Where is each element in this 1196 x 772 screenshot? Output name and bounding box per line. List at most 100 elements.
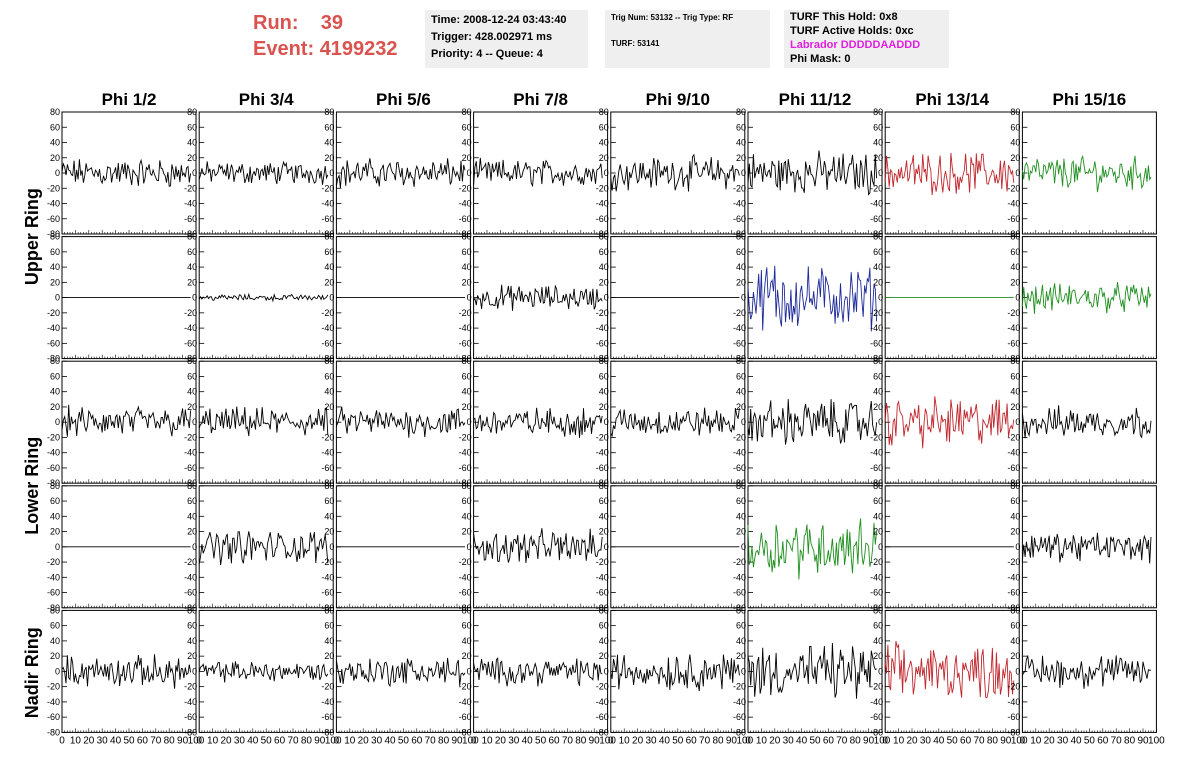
x-tick-label: 40: [522, 735, 534, 746]
y-tick-label: 80: [873, 232, 883, 242]
y-tick-label: -40: [1007, 572, 1020, 582]
y-tick-label: 40: [1010, 636, 1020, 646]
y-tick-label: -40: [733, 323, 746, 333]
y-tick-label: 40: [1010, 511, 1020, 521]
ring-label: Nadir Ring: [22, 627, 42, 718]
x-tick-label: 90: [589, 735, 601, 746]
x-tick-label: 20: [220, 735, 232, 746]
panel-frame: [610, 609, 746, 733]
y-tick-label: -20: [1007, 682, 1020, 692]
y-tick-label: -40: [47, 572, 60, 582]
y-tick-label: 20: [50, 402, 60, 412]
y-tick-label: -40: [321, 199, 334, 209]
y-tick-label: 20: [873, 153, 883, 163]
y-tick-label: 20: [462, 527, 472, 537]
y-tick-label: 40: [187, 511, 197, 521]
y-tick-label: 40: [599, 387, 609, 397]
y-tick-label: 80: [599, 107, 609, 117]
waveform-trace: [884, 152, 1015, 196]
y-tick-label: 60: [462, 122, 472, 132]
y-tick-label: 20: [873, 651, 883, 661]
y-tick-label: 20: [1010, 651, 1020, 661]
x-tick-label: 0: [882, 735, 888, 746]
y-tick-label: -60: [596, 588, 609, 598]
y-tick-label: 80: [187, 232, 197, 242]
y-tick-label: 80: [187, 605, 197, 615]
y-tick-label: 80: [1010, 356, 1020, 366]
y-tick-label: -20: [733, 682, 746, 692]
y-tick-label: -60: [733, 588, 746, 598]
y-tick-label: -40: [733, 448, 746, 458]
y-tick-label: 0: [467, 417, 472, 427]
y-tick-label: 20: [462, 277, 472, 287]
y-tick-label: -40: [1007, 448, 1020, 458]
y-tick-label: -40: [870, 199, 883, 209]
y-tick-label: -20: [184, 682, 197, 692]
y-tick-label: -20: [321, 183, 334, 193]
y-tick-label: 0: [878, 293, 883, 303]
y-tick-label: -20: [459, 308, 472, 318]
y-tick-label: 40: [873, 262, 883, 272]
x-tick-label: 90: [1000, 735, 1012, 746]
y-tick-label: -40: [596, 323, 609, 333]
y-tick-label: 40: [736, 636, 746, 646]
y-tick-label: 40: [462, 511, 472, 521]
x-tick-label: 30: [371, 735, 383, 746]
y-tick-label: -40: [321, 448, 334, 458]
waveform-trace: [1021, 154, 1152, 193]
turf-hold-text: TURF This Hold: 0x8: [790, 11, 898, 23]
y-tick-label: -40: [1007, 697, 1020, 707]
y-tick-label: -20: [47, 183, 60, 193]
column-header: Phi 7/8: [513, 90, 568, 109]
y-tick-label: 60: [1010, 621, 1020, 631]
waveform-trace: [884, 640, 1015, 699]
ring-label: Lower Ring: [22, 437, 42, 535]
y-tick-label: -60: [870, 214, 883, 224]
panel-frame: [61, 609, 197, 733]
y-tick-label: 60: [187, 371, 197, 381]
y-tick-label: 0: [192, 666, 197, 676]
y-tick-label: -40: [47, 448, 60, 458]
y-tick-label: -60: [47, 214, 60, 224]
y-tick-label: -80: [459, 603, 472, 613]
x-tick-label: 70: [287, 735, 299, 746]
y-tick-label: -80: [47, 229, 60, 239]
waveform-trace: [198, 661, 329, 683]
time-text: Time: 2008-12-24 03:43:40: [431, 14, 567, 26]
y-tick-label: -60: [870, 463, 883, 473]
waveform-trace: [473, 157, 603, 188]
y-tick-label: -60: [321, 338, 334, 348]
y-tick-label: 20: [599, 651, 609, 661]
y-tick-label: 40: [599, 636, 609, 646]
y-tick-label: -60: [47, 338, 60, 348]
x-tick-label: 20: [495, 735, 507, 746]
x-tick-label: 0: [745, 735, 751, 746]
y-tick-label: 60: [599, 122, 609, 132]
y-tick-label: -40: [47, 199, 60, 209]
y-tick-label: 60: [599, 496, 609, 506]
y-tick-label: -20: [870, 557, 883, 567]
y-tick-label: -60: [459, 338, 472, 348]
waveform-trace: [747, 518, 878, 580]
x-tick-label: 90: [1137, 735, 1149, 746]
y-tick-label: 80: [873, 605, 883, 615]
event-value: 4199232: [319, 38, 398, 60]
y-tick-label: -40: [184, 572, 197, 582]
y-tick-label: 20: [324, 277, 334, 287]
y-tick-label: -60: [459, 463, 472, 473]
run-event-block: Run: 39 Event: 4199232: [253, 10, 398, 62]
x-tick-label: 20: [769, 735, 781, 746]
x-tick-label: 90: [863, 735, 875, 746]
y-tick-label: -60: [1007, 588, 1020, 598]
y-tick-label: 80: [736, 356, 746, 366]
column-header: Phi 11/12: [779, 90, 852, 109]
y-tick-label: 60: [462, 621, 472, 631]
y-tick-label: 0: [1015, 542, 1020, 552]
y-tick-label: 80: [873, 356, 883, 366]
y-tick-label: 40: [462, 262, 472, 272]
waveform-trace: [747, 642, 877, 699]
y-tick-label: 0: [604, 542, 609, 552]
panel-frame: [1021, 236, 1157, 360]
y-tick-label: -60: [733, 463, 746, 473]
y-tick-label: 60: [187, 247, 197, 257]
